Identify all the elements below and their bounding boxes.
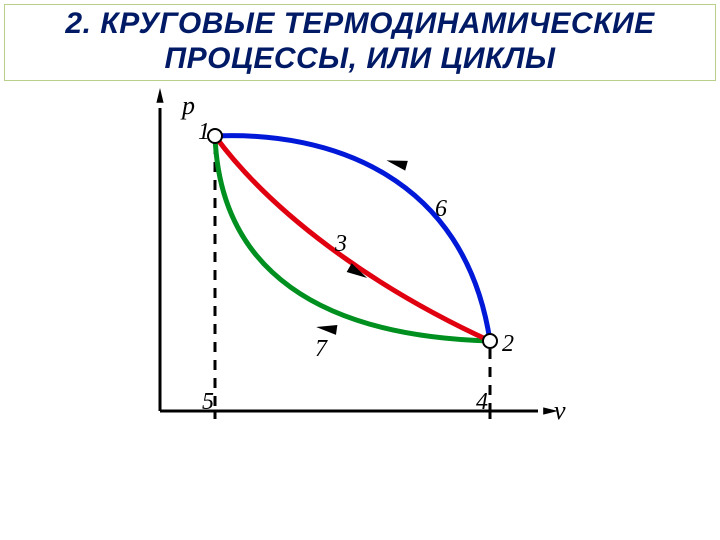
svg-text:v: v: [554, 396, 566, 425]
svg-text:7: 7: [315, 336, 328, 362]
title-line-2: ПРОЦЕССЫ, ИЛИ ЦИКЛЫ: [5, 42, 715, 77]
page-title: 2. КРУГОВЫЕ ТЕРМОДИНАМИЧЕСКИЕ ПРОЦЕССЫ, …: [4, 4, 716, 81]
title-line-1: 2. КРУГОВЫЕ ТЕРМОДИНАМИЧЕСКИЕ: [5, 7, 715, 42]
pv-diagram: p v 6 3 7 1 2 5 4: [120, 81, 600, 451]
svg-text:1: 1: [198, 119, 210, 145]
svg-text:5: 5: [202, 389, 214, 415]
svg-text:2: 2: [502, 331, 514, 357]
svg-text:4: 4: [476, 389, 488, 415]
svg-text:p: p: [180, 91, 195, 120]
chart-container: p v 6 3 7 1 2 5 4: [0, 81, 720, 451]
svg-text:6: 6: [435, 196, 447, 222]
svg-text:3: 3: [334, 231, 347, 257]
